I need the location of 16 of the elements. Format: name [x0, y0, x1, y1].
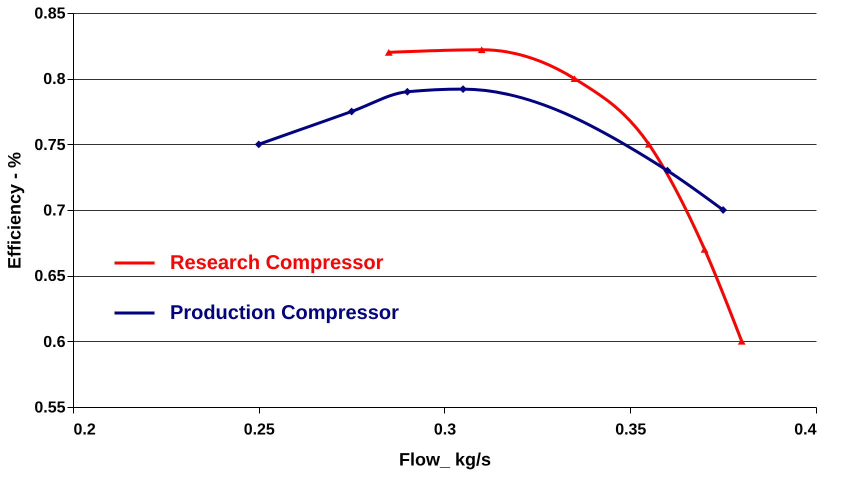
- y-tick-label: 0.55: [34, 400, 66, 416]
- y-tick-label: 0.8: [43, 71, 66, 88]
- x-tick-label: 0.35: [615, 422, 646, 438]
- y-tick-label: 0.75: [34, 136, 66, 154]
- y-tick-label: 0.65: [34, 268, 66, 286]
- y-tick-label: 0.6: [43, 334, 66, 351]
- legend-label: Research Compressor: [170, 252, 384, 274]
- x-tick-label: 0.25: [244, 422, 275, 438]
- y-tick-label: 0.85: [34, 6, 66, 22]
- x-axis-title: Flow_ kg/s: [398, 450, 492, 470]
- x-tick-label: 0.4: [794, 422, 817, 438]
- y-axis-title: Efficiency - %: [4, 152, 24, 270]
- x-tick-label: 0.3: [434, 422, 456, 438]
- x-tick-label: 0.2: [74, 422, 96, 438]
- y-tick-label: 0.7: [43, 202, 66, 220]
- legend-label: Production Compressor: [170, 302, 400, 324]
